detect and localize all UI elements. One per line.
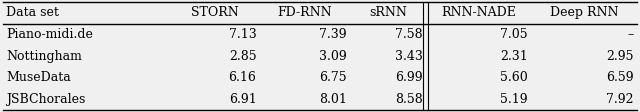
Text: 3.09: 3.09 [319, 50, 347, 62]
Text: 7.92: 7.92 [606, 93, 634, 106]
Text: 3.43: 3.43 [394, 50, 422, 62]
Text: JSBChorales: JSBChorales [6, 93, 86, 106]
Text: 6.75: 6.75 [319, 71, 347, 84]
Text: Nottingham: Nottingham [6, 50, 83, 62]
Text: 6.91: 6.91 [228, 93, 257, 106]
Text: 6.59: 6.59 [606, 71, 634, 84]
Text: Deep RNN: Deep RNN [550, 6, 618, 19]
Text: 5.60: 5.60 [500, 71, 528, 84]
Text: 2.31: 2.31 [500, 50, 528, 62]
Text: 7.13: 7.13 [228, 28, 257, 41]
Text: 7.39: 7.39 [319, 28, 347, 41]
Text: 5.19: 5.19 [500, 93, 528, 106]
Text: 2.95: 2.95 [606, 50, 634, 62]
Text: sRNN: sRNN [369, 6, 407, 19]
Text: –: – [627, 28, 634, 41]
Text: 7.58: 7.58 [395, 28, 422, 41]
Text: MuseData: MuseData [6, 71, 71, 84]
Text: FD-RNN: FD-RNN [278, 6, 332, 19]
Text: Piano-midi.de: Piano-midi.de [6, 28, 93, 41]
Text: Data set: Data set [6, 6, 60, 19]
Text: 6.99: 6.99 [395, 71, 422, 84]
Text: 6.16: 6.16 [228, 71, 257, 84]
Text: 8.01: 8.01 [319, 93, 347, 106]
Text: STORN: STORN [191, 6, 238, 19]
Text: 7.05: 7.05 [500, 28, 528, 41]
Text: RNN-NADE: RNN-NADE [441, 6, 516, 19]
Text: 2.85: 2.85 [229, 50, 257, 62]
Text: 8.58: 8.58 [395, 93, 422, 106]
